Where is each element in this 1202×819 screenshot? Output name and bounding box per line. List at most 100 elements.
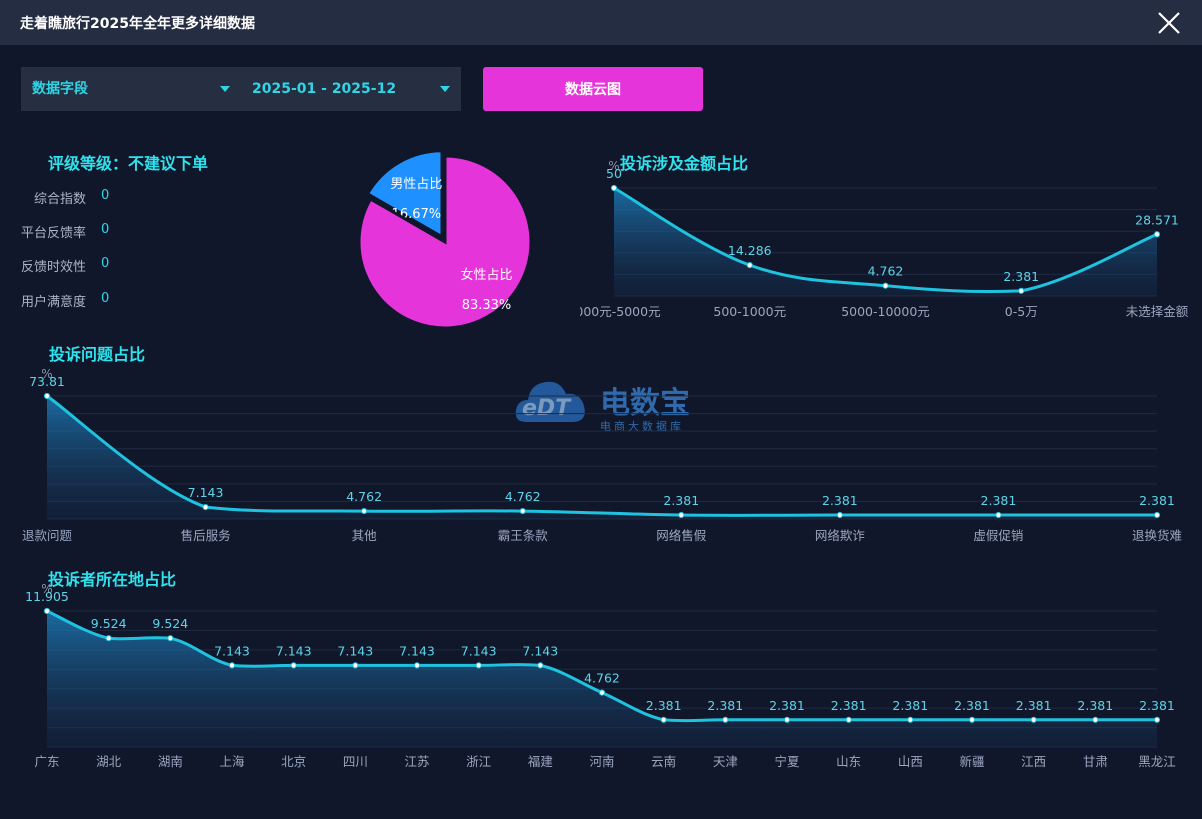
amount-line-chart: %50 1000元-5000元 14.286 500-1000元 4.762 5000-1… (580, 159, 1189, 319)
header-bar: 走着瞧旅行2025年全年更多详细数据 (0, 0, 1202, 45)
pie-slice (357, 154, 533, 330)
x-tick-label: 山西 (898, 754, 923, 769)
data-point (1153, 716, 1161, 723)
pie-slice-pct: 83.33% (462, 298, 512, 313)
x-tick-label: 新疆 (959, 754, 984, 769)
data-point (202, 503, 209, 511)
issue-chart-title: 投诉问题占比 (49, 345, 146, 364)
data-label: 2.381 (981, 493, 1017, 508)
data-point (995, 511, 1002, 519)
x-tick-label: 500-1000元 (713, 304, 786, 319)
region-chart-title: 投诉者所在地占比 (48, 570, 177, 589)
data-label: 9.524 (91, 616, 127, 631)
data-label: 2.381 (1016, 698, 1052, 713)
filter-bar: 数据字段 2025-01 - 2025-12 (21, 67, 461, 111)
metric-label: 平台反馈率 (21, 226, 87, 241)
data-label: 73.81 (29, 374, 65, 389)
data-point (598, 689, 606, 696)
data-label: 4.762 (868, 264, 904, 279)
data-label: 2.381 (769, 698, 805, 713)
data-point (105, 635, 112, 642)
data-point (475, 662, 482, 669)
x-tick-label: 宁夏 (774, 754, 800, 769)
cloud-logo-icon (515, 381, 585, 422)
data-label: 7.143 (214, 643, 250, 658)
data-point (1092, 716, 1099, 723)
data-label: 2.381 (831, 698, 867, 713)
data-label: 7.143 (337, 643, 373, 658)
page-title: 走着瞧旅行2025年全年更多详细数据 (20, 16, 255, 32)
x-tick-label: 浙江 (466, 754, 491, 769)
x-tick-label: 天津 (713, 754, 738, 769)
data-label: 50 (606, 166, 622, 181)
x-tick-label: 0-5万 (1005, 304, 1038, 319)
data-label: 2.381 (1003, 269, 1039, 284)
data-label: 14.286 (728, 243, 772, 258)
data-label: 9.524 (152, 616, 188, 631)
data-point (678, 511, 685, 519)
metric-value: 0 (101, 222, 110, 237)
data-label: 2.381 (1139, 698, 1175, 713)
data-point (167, 635, 174, 642)
metric-value: 0 (101, 256, 110, 271)
x-tick-label: 退换货难 (1132, 528, 1182, 543)
y-axis-label: % (41, 367, 52, 381)
x-tick-label: 广东 (34, 754, 59, 769)
data-point (882, 282, 889, 289)
data-label: 11.905 (25, 589, 69, 604)
data-label: 2.381 (663, 493, 699, 508)
watermark-logo-text: eDT (522, 396, 571, 421)
x-tick-label: 虚假促销 (973, 528, 1023, 543)
x-tick-label: 湖北 (96, 754, 122, 769)
data-point (783, 716, 791, 723)
data-point (43, 392, 51, 400)
x-tick-label: 退款问题 (22, 528, 73, 543)
x-tick-label: 1000元-5000元 (580, 304, 661, 319)
chevron-down-icon[interactable] (220, 86, 230, 92)
region-line-chart: %11.905 广东 9.524 湖北 9.524 湖南 7.143 上海 7.143 北京 7.1… (25, 582, 1176, 769)
data-point (1153, 511, 1161, 519)
data-label: 2.381 (707, 698, 743, 713)
data-point (43, 607, 51, 615)
series-area (47, 396, 1157, 519)
data-cloud-button[interactable]: 数据云图 (483, 67, 703, 111)
data-label: 7.143 (461, 643, 497, 658)
issue-line-chart: %73.81 退款问题 7.143 售后服务 4.762 其他 4.762 霸王条款 2.381… (22, 367, 1182, 543)
data-point (1153, 231, 1161, 238)
x-tick-label: 未选择金额 (1126, 304, 1189, 319)
amount-chart-title: 投诉涉及金额占比 (620, 154, 749, 173)
data-label: 4.762 (346, 489, 382, 504)
data-label: 2.381 (646, 698, 682, 713)
data-label: 7.143 (188, 485, 224, 500)
close-icon[interactable] (1154, 8, 1184, 38)
field-select[interactable]: 数据字段 (32, 81, 88, 97)
y-axis-label: % (41, 582, 52, 596)
x-tick-label: 四川 (343, 754, 368, 769)
data-point (722, 716, 729, 723)
data-label: 2.381 (1139, 493, 1175, 508)
data-point (660, 716, 667, 723)
watermark: eDT 电数宝 电商大数据库 (512, 370, 702, 440)
x-tick-label: 黑龙江 (1138, 754, 1176, 769)
series-area (47, 611, 1157, 747)
pie-slice-label: 女性占比 (460, 267, 512, 283)
data-label: 2.381 (954, 698, 990, 713)
data-label: 2.381 (1077, 698, 1113, 713)
data-label: 28.571 (1135, 212, 1179, 227)
x-tick-label: 5000-10000元 (841, 304, 930, 319)
metric-label: 用户满意度 (21, 295, 87, 310)
data-point (836, 511, 843, 519)
x-tick-label: 山东 (836, 754, 861, 769)
data-point (537, 662, 544, 669)
series-area (614, 188, 1157, 296)
data-point (610, 184, 618, 192)
metric-label: 反馈时效性 (21, 260, 87, 275)
date-range-select[interactable]: 2025-01 - 2025-12 (252, 81, 397, 97)
data-point (1018, 287, 1025, 294)
chevron-down-icon[interactable] (440, 86, 450, 92)
x-tick-label: 福建 (528, 754, 554, 769)
x-tick-label: 江苏 (404, 754, 429, 769)
rating-title: 评级等级：不建议下单 (48, 154, 209, 173)
data-label: 7.143 (276, 643, 312, 658)
